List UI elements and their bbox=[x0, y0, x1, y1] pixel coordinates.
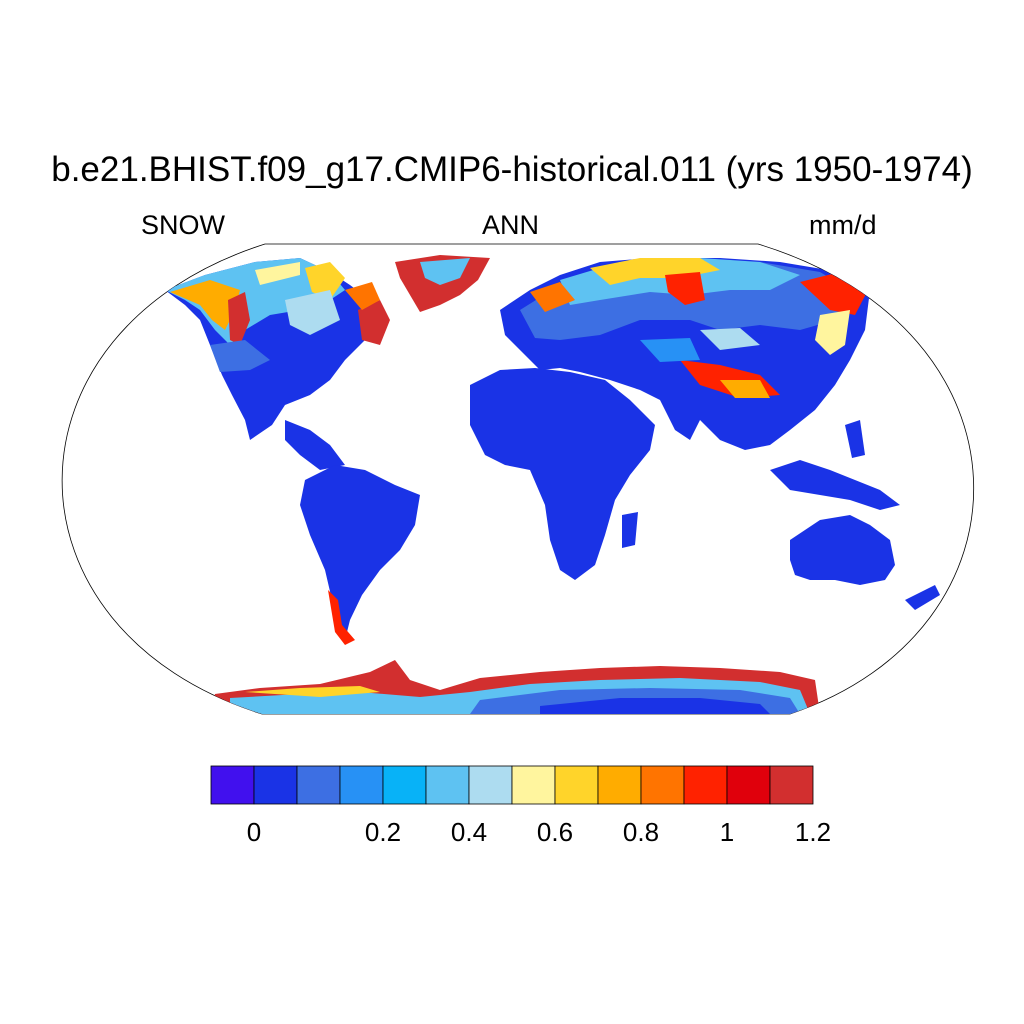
colorbar-swatch bbox=[554, 765, 599, 805]
maritime-asia-landmass bbox=[770, 420, 900, 510]
variable-label: SNOW bbox=[141, 210, 225, 240]
antarctica-landmass bbox=[210, 660, 820, 714]
australia-landmass bbox=[790, 515, 940, 610]
colorbar-tick-label: 0.8 bbox=[622, 817, 660, 847]
colorbar-swatch bbox=[726, 765, 771, 805]
colorbar-swatch bbox=[769, 765, 814, 805]
africa-landmass bbox=[470, 368, 655, 580]
colorbar-swatch bbox=[339, 765, 384, 805]
colorbar bbox=[210, 765, 814, 805]
colorbar-tick-label: 1 bbox=[719, 817, 735, 847]
colorbar-tick-label: 0.4 bbox=[450, 817, 488, 847]
units-label: mm/d bbox=[809, 210, 877, 240]
colorbar-tick-label: 1.2 bbox=[794, 817, 832, 847]
colorbar-swatch bbox=[597, 765, 642, 805]
colorbar-tick-label: 0.6 bbox=[536, 817, 574, 847]
colorbar-swatch bbox=[382, 765, 427, 805]
greenland-landmass bbox=[395, 255, 490, 312]
colorbar-swatch bbox=[683, 765, 728, 805]
colorbar-swatch bbox=[425, 765, 470, 805]
colorbar-swatch bbox=[296, 765, 341, 805]
colorbar-swatch bbox=[468, 765, 513, 805]
colorbar-swatch bbox=[253, 765, 298, 805]
season-label: ANN bbox=[482, 210, 540, 240]
colorbar-swatch bbox=[210, 765, 255, 805]
south-america-landmass bbox=[300, 465, 420, 645]
colorbar-tick-label: 0.2 bbox=[364, 817, 402, 847]
north-america-landmass bbox=[165, 258, 390, 470]
colorbar-tick-label: 0 bbox=[246, 817, 262, 847]
figure-title: b.e21.BHIST.f09_g17.CMIP6-historical.011… bbox=[51, 150, 973, 189]
colorbar-swatch bbox=[511, 765, 556, 805]
colorbar-swatch bbox=[640, 765, 685, 805]
